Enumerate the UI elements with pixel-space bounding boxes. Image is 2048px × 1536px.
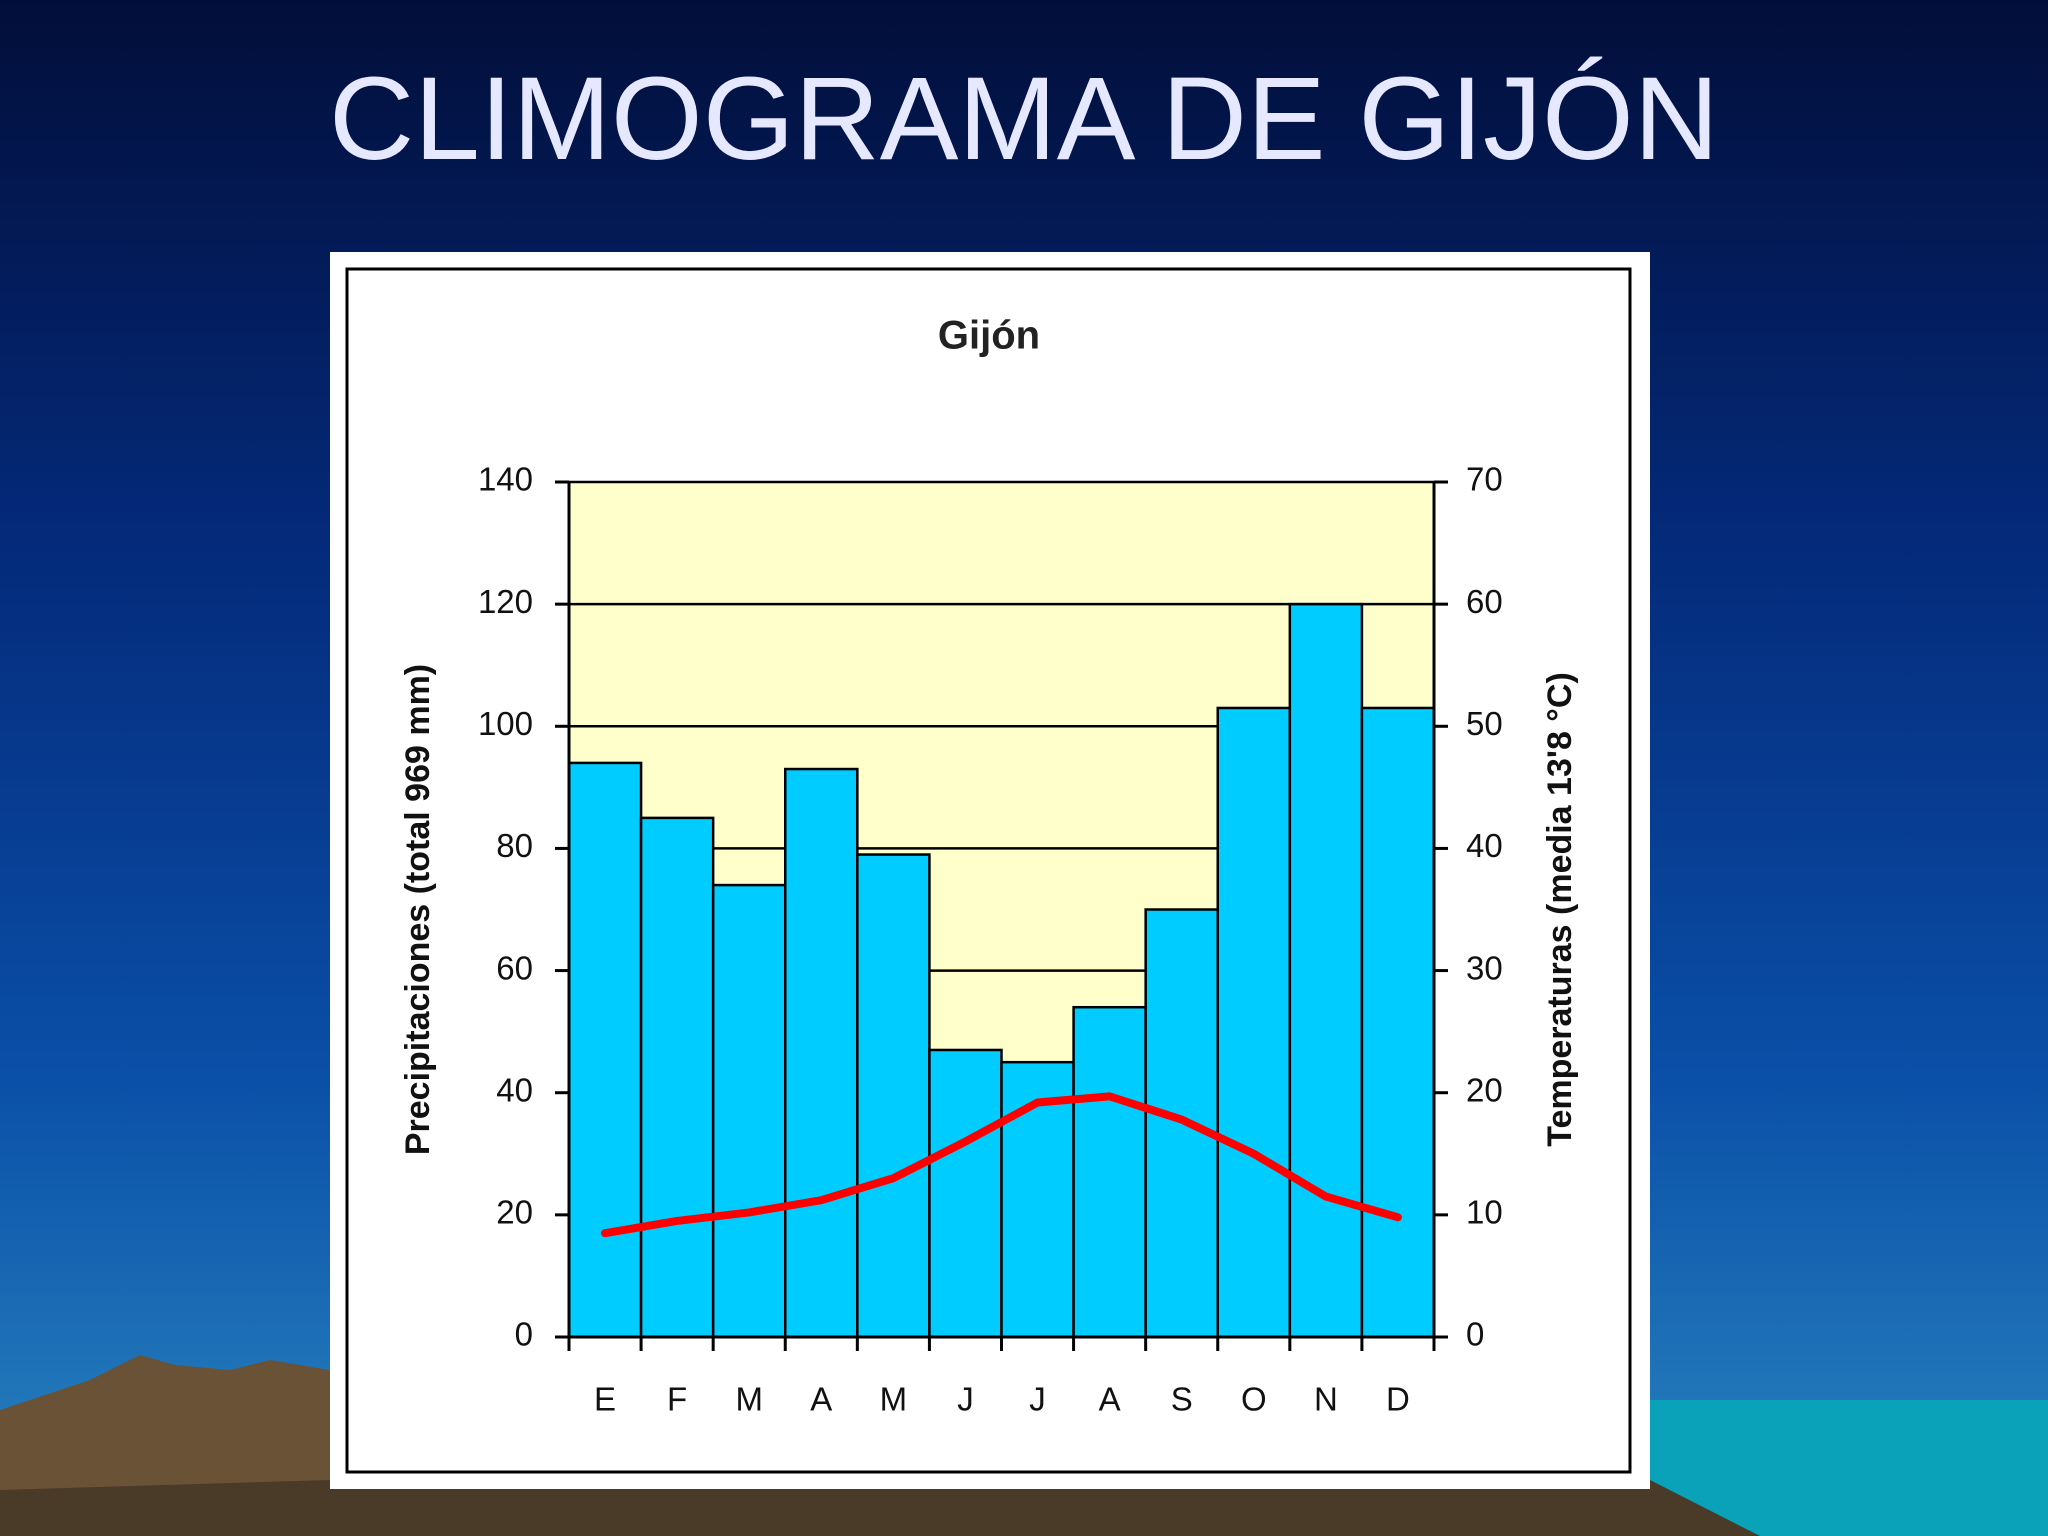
bar (1360, 706, 1436, 1339)
bar (1216, 706, 1292, 1339)
x-tick-label: D (1386, 1381, 1410, 1418)
bar (1288, 602, 1364, 1339)
x-tick-label: J (1029, 1381, 1046, 1418)
y2-tick-label: 10 (1466, 1194, 1503, 1231)
y-tick-label: 140 (478, 461, 533, 498)
y2-axis-label: Temperaturas (media 13'8 °C) (1541, 672, 1579, 1147)
temperature-line (601, 1092, 1402, 1238)
x-tick-label: E (594, 1381, 616, 1418)
x-tick-label: J (957, 1381, 974, 1418)
ground (0, 1480, 1760, 1536)
y-tick-label: 100 (478, 705, 533, 742)
y2-tick-label: 30 (1466, 949, 1503, 986)
x-tick-label: A (810, 1381, 832, 1418)
y2-tick-label: 20 (1466, 1071, 1503, 1108)
x-tick-label: N (1314, 1381, 1338, 1418)
chart-border (345, 267, 1632, 1474)
bar (784, 767, 859, 1339)
y2-tick-label: 50 (1466, 705, 1503, 742)
x-tick-label: A (1099, 1381, 1121, 1418)
bar (639, 816, 715, 1339)
y-tick-label: 60 (496, 949, 533, 986)
x-tick-label: M (880, 1381, 908, 1418)
y2-tick-label: 60 (1466, 583, 1503, 620)
bar (1072, 1005, 1147, 1339)
x-tick-label: O (1241, 1381, 1267, 1418)
y-tick-label: 40 (496, 1071, 533, 1108)
y-axis-label: Precipitaciones (total 969 mm) (399, 664, 437, 1155)
y2-tick-label: 70 (1466, 461, 1503, 498)
y-tick-label: 20 (496, 1194, 533, 1231)
chart-title: Gijón (938, 314, 1040, 358)
y-tick-label: 80 (496, 827, 533, 864)
bar (856, 853, 931, 1339)
y-tick-label: 0 (515, 1316, 533, 1353)
bar (711, 883, 787, 1339)
y2-tick-label: 0 (1466, 1316, 1484, 1353)
y2-tick-label: 40 (1466, 827, 1503, 864)
x-tick-label: M (735, 1381, 763, 1418)
x-tick-label: F (667, 1381, 687, 1418)
bar (567, 761, 643, 1339)
x-tick-label: S (1171, 1381, 1193, 1418)
bar (928, 1048, 1003, 1339)
slide-title: CLIMOGRAMA DE GIJÓN (329, 53, 1719, 185)
y-tick-label: 120 (478, 583, 533, 620)
